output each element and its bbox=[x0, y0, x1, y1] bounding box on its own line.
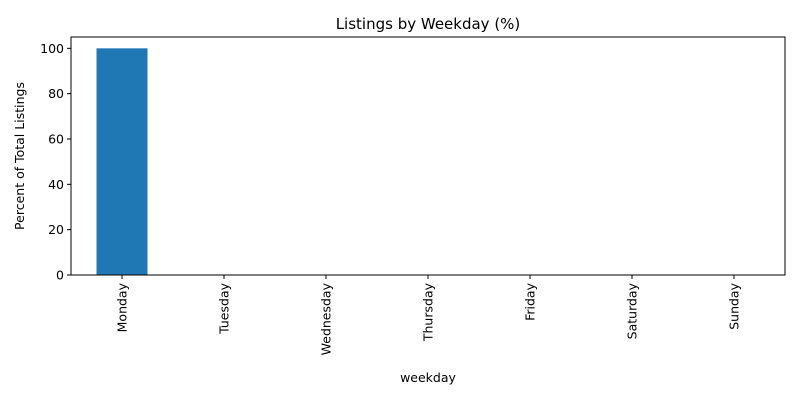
x-tick-label-saturday: Saturday bbox=[625, 282, 640, 339]
x-tick-label-wednesday: Wednesday bbox=[319, 282, 334, 355]
x-tick-label-sunday: Sunday bbox=[727, 282, 742, 329]
y-axis-label: Percent of Total Listings bbox=[12, 82, 27, 230]
plot-area: 0 20 40 60 80 100 Monday Tuesday Wednesday Thursd… bbox=[40, 36, 786, 355]
y-tick-label-40: 40 bbox=[48, 177, 64, 192]
y-tick-label-60: 60 bbox=[48, 132, 64, 147]
x-tick-label-thursday: Thursday bbox=[421, 282, 436, 342]
x-tick-label-tuesday: Tuesday bbox=[217, 282, 232, 334]
chart-title: Listings by Weekday (%) bbox=[336, 15, 521, 33]
y-tick-label-100: 100 bbox=[40, 41, 64, 56]
y-tick-label-20: 20 bbox=[48, 222, 64, 237]
x-axis-label: weekday bbox=[400, 370, 456, 385]
bar-monday bbox=[96, 48, 148, 276]
x-tick-label-friday: Friday bbox=[523, 282, 538, 320]
y-tick-label-80: 80 bbox=[48, 86, 64, 101]
x-tick-label-monday: Monday bbox=[115, 282, 130, 332]
y-tick-label-0: 0 bbox=[56, 268, 64, 283]
